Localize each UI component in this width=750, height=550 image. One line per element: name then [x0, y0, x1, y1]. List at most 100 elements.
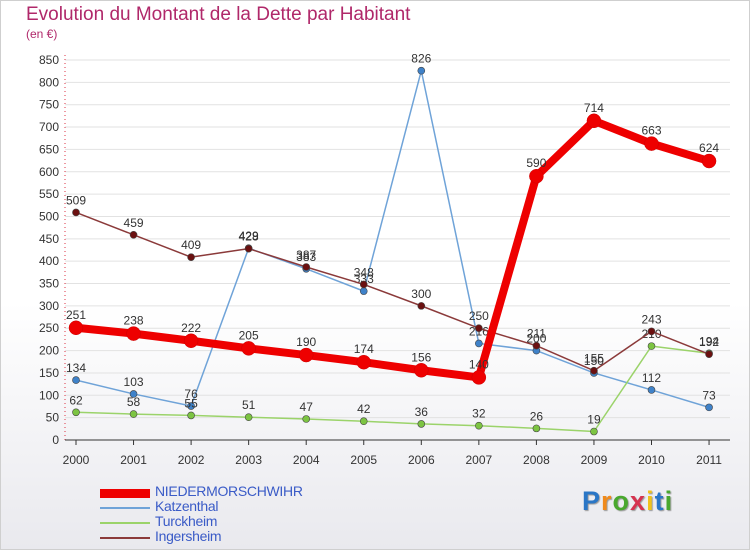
- data-point-katzenthal: [73, 377, 80, 384]
- data-label-katzenthal: 826: [411, 52, 431, 66]
- data-label-turckheim: 19: [587, 413, 601, 427]
- data-point-niedermorschwihr: [69, 321, 83, 335]
- data-label-niedermorschwihr: 205: [239, 328, 259, 342]
- y-tick-label: 550: [39, 187, 59, 201]
- y-tick-label: 300: [39, 299, 59, 313]
- x-tick-label: 2007: [465, 453, 492, 467]
- data-label-turckheim: 32: [472, 407, 486, 421]
- data-label-niedermorschwihr: 190: [296, 335, 316, 349]
- y-tick-label: 250: [39, 321, 59, 335]
- y-tick-label: 400: [39, 254, 59, 268]
- legend-label: NIEDERMORSCHWIHR: [155, 483, 303, 499]
- data-point-ingersheim: [360, 281, 367, 288]
- data-label-ingersheim: 243: [641, 312, 661, 326]
- data-point-katzenthal: [475, 340, 482, 347]
- data-point-turckheim: [418, 420, 425, 427]
- data-label-ingersheim: 409: [181, 238, 201, 252]
- data-label-ingersheim: 300: [411, 287, 431, 301]
- y-tick-label: 350: [39, 277, 59, 291]
- data-point-ingersheim: [130, 231, 137, 238]
- y-tick-label: 450: [39, 232, 59, 246]
- series-line-turckheim: [76, 346, 709, 431]
- data-point-turckheim: [188, 412, 195, 419]
- line-chart: 0501001502002503003504004505005506006507…: [0, 0, 750, 550]
- x-tick-label: 2005: [350, 453, 377, 467]
- y-tick-label: 200: [39, 344, 59, 358]
- data-point-turckheim: [590, 428, 597, 435]
- data-label-katzenthal: 103: [124, 375, 144, 389]
- x-tick-label: 2000: [63, 453, 90, 467]
- logo-letter: r: [601, 486, 613, 516]
- data-label-niedermorschwihr: 590: [526, 156, 546, 170]
- data-label-ingersheim: 211: [527, 327, 546, 341]
- y-tick-label: 650: [39, 142, 59, 156]
- data-point-niedermorschwihr: [242, 341, 256, 355]
- x-tick-label: 2008: [523, 453, 550, 467]
- x-tick-label: 2003: [235, 453, 262, 467]
- data-point-ingersheim: [418, 302, 425, 309]
- proxiti-logo: Proxiti: [582, 486, 673, 517]
- data-label-ingersheim: 459: [124, 216, 144, 230]
- data-label-niedermorschwihr: 663: [641, 124, 661, 138]
- data-point-turckheim: [73, 409, 80, 416]
- data-point-ingersheim: [648, 328, 655, 335]
- data-label-ingersheim: 250: [469, 309, 489, 323]
- data-point-niedermorschwihr: [472, 370, 486, 384]
- data-label-ingersheim: 348: [354, 265, 374, 279]
- data-point-ingersheim: [533, 342, 540, 349]
- data-point-katzenthal: [360, 288, 367, 295]
- data-label-turckheim: 42: [357, 402, 371, 416]
- data-label-ingersheim: 387: [296, 248, 316, 262]
- data-point-ingersheim: [706, 351, 713, 358]
- legend-label: Turckheim: [155, 513, 217, 529]
- logo-letter: P: [582, 486, 601, 516]
- data-label-niedermorschwihr: 174: [354, 342, 374, 356]
- legend-label: Katzenthal: [155, 498, 218, 514]
- data-point-niedermorschwihr: [587, 114, 601, 128]
- legend-swatch: [100, 507, 150, 509]
- data-label-niedermorschwihr: 140: [469, 357, 489, 371]
- data-label-katzenthal: 112: [642, 371, 661, 385]
- data-label-ingersheim: 428: [239, 230, 259, 244]
- y-tick-label: 50: [46, 411, 60, 425]
- y-tick-label: 600: [39, 165, 59, 179]
- data-label-turckheim: 58: [127, 395, 141, 409]
- data-point-katzenthal: [418, 67, 425, 74]
- data-label-katzenthal: 134: [66, 361, 86, 375]
- logo-letter: x: [630, 486, 646, 516]
- data-point-niedermorschwihr: [645, 137, 659, 151]
- logo-letter: t: [655, 486, 665, 516]
- x-tick-label: 2004: [293, 453, 320, 467]
- legend-swatch: [100, 522, 150, 524]
- y-tick-label: 150: [39, 366, 59, 380]
- legend-label: Ingersheim: [155, 528, 221, 544]
- data-point-turckheim: [360, 418, 367, 425]
- data-label-turckheim: 36: [415, 405, 429, 419]
- y-tick-label: 750: [39, 98, 59, 112]
- data-label-niedermorschwihr: 624: [699, 141, 719, 155]
- data-label-niedermorschwihr: 238: [124, 314, 144, 328]
- data-point-ingersheim: [245, 245, 252, 252]
- data-point-niedermorschwihr: [414, 363, 428, 377]
- data-label-turckheim: 26: [530, 409, 544, 423]
- y-tick-label: 500: [39, 209, 59, 223]
- data-point-niedermorschwihr: [702, 154, 716, 168]
- legend-swatch: [100, 537, 150, 539]
- data-point-turckheim: [475, 422, 482, 429]
- data-point-niedermorschwihr: [184, 334, 198, 348]
- data-label-niedermorschwihr: 222: [181, 321, 201, 335]
- data-label-niedermorschwihr: 251: [66, 308, 86, 322]
- data-point-katzenthal: [648, 386, 655, 393]
- data-label-turckheim: 55: [184, 396, 198, 410]
- x-tick-label: 2006: [408, 453, 435, 467]
- data-label-turckheim: 47: [300, 400, 314, 414]
- data-point-turckheim: [245, 414, 252, 421]
- data-label-ingersheim: 155: [584, 352, 604, 366]
- data-label-niedermorschwihr: 156: [411, 350, 431, 364]
- data-point-katzenthal: [706, 404, 713, 411]
- data-point-ingersheim: [475, 325, 482, 332]
- legend-swatch: [100, 489, 150, 498]
- y-tick-label: 700: [39, 120, 59, 134]
- data-point-turckheim: [303, 415, 310, 422]
- data-point-turckheim: [130, 411, 137, 418]
